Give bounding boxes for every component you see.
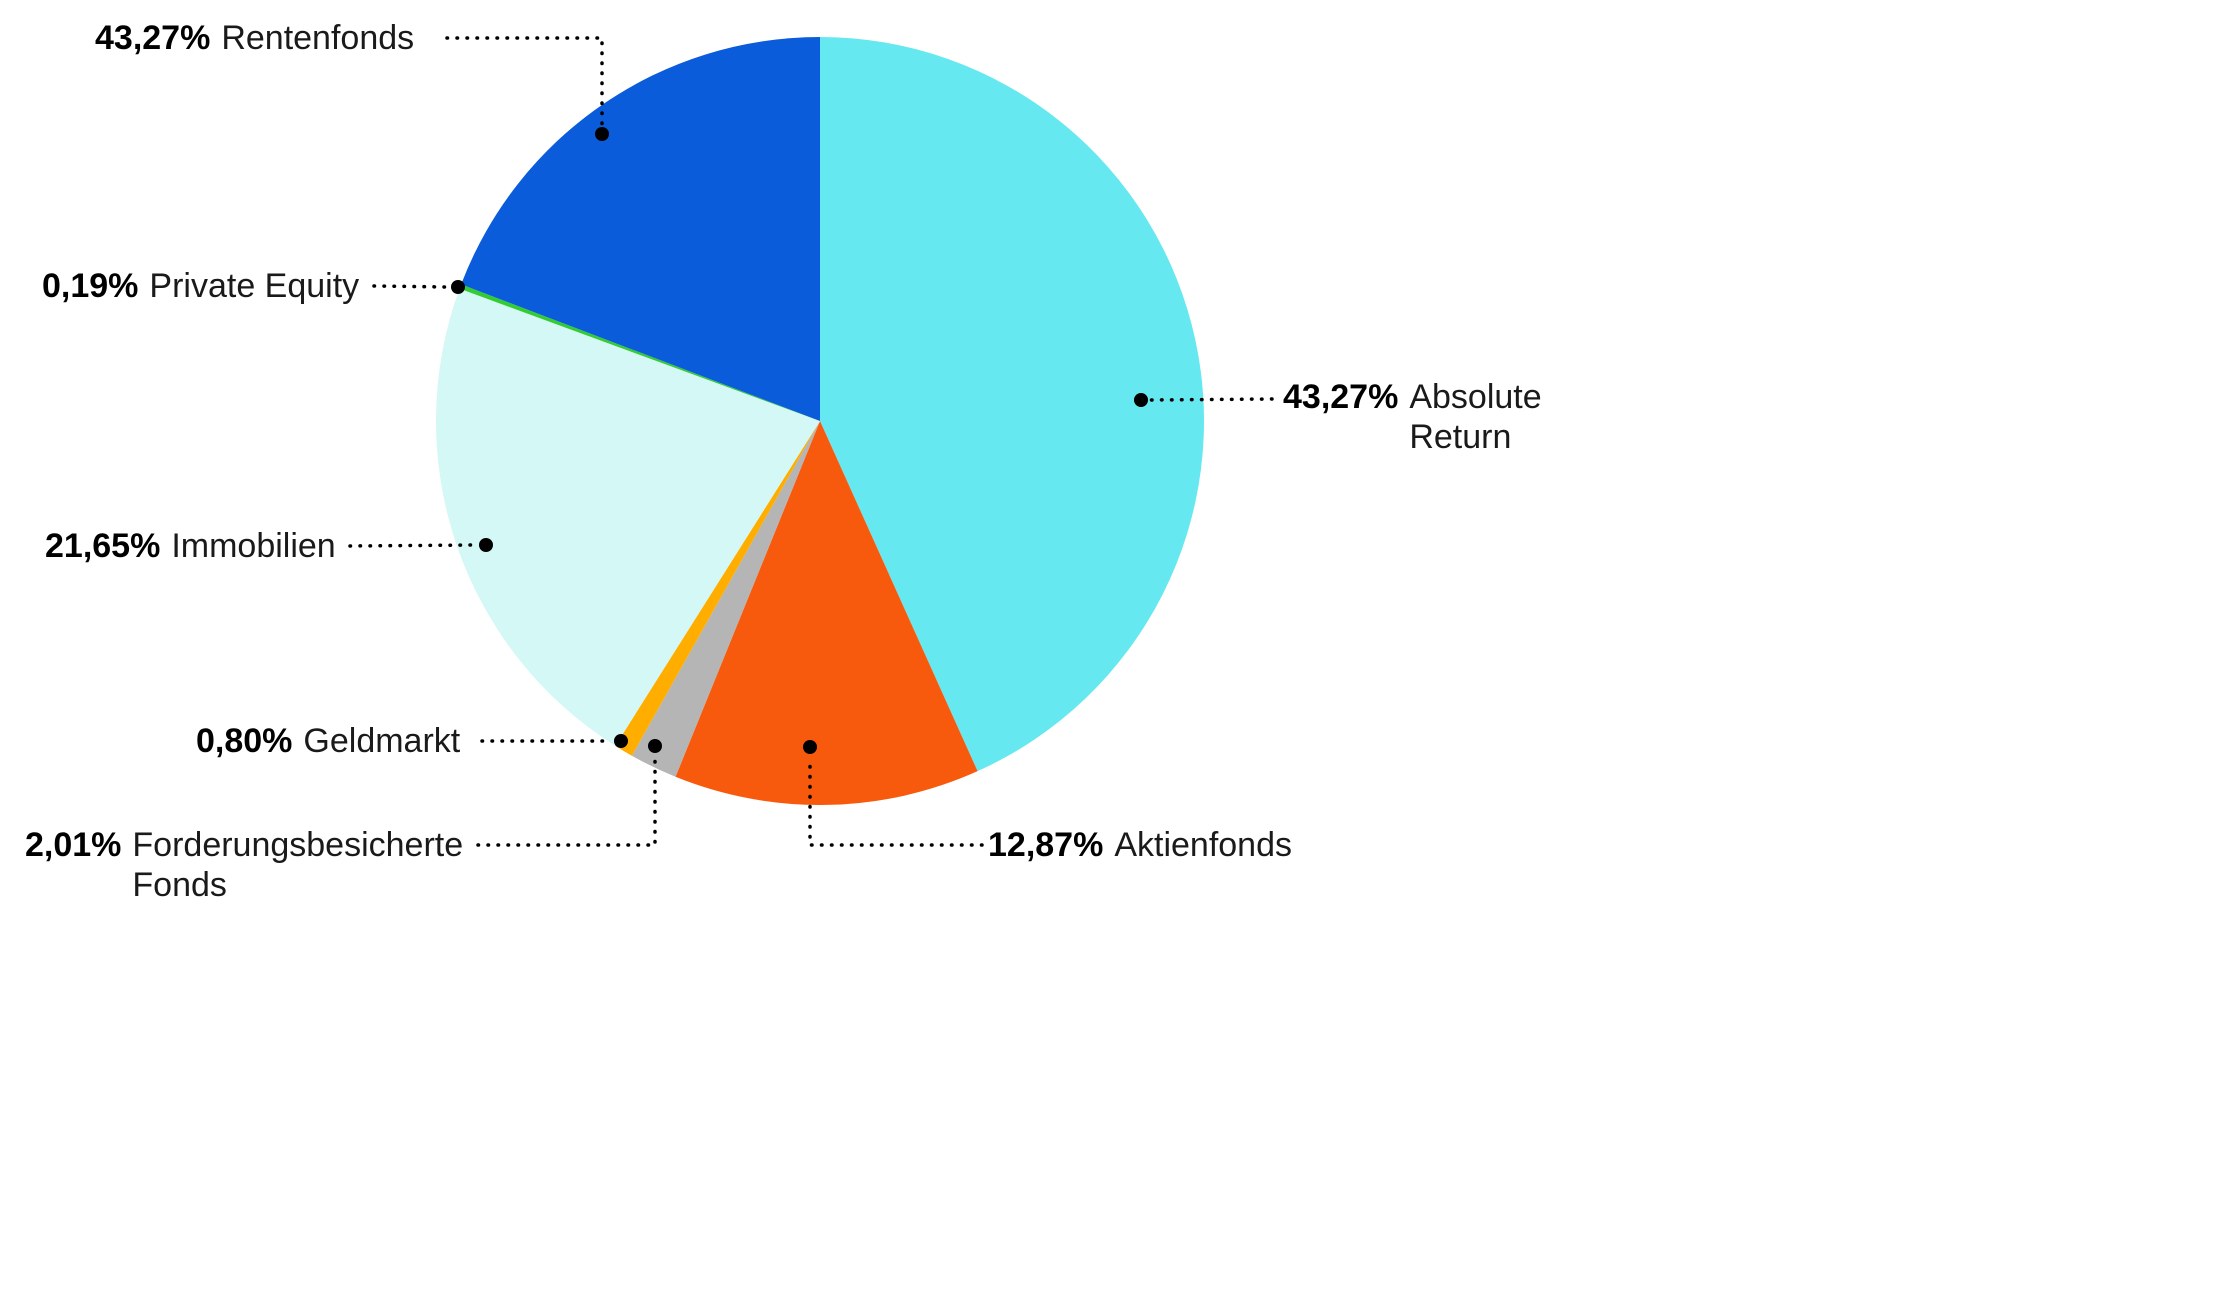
pie-slice-private-equity (459, 284, 820, 421)
label-percent: 21,65% (45, 527, 161, 565)
label-name: Private Equity (149, 267, 360, 305)
pie-slice-rentenfonds (461, 36, 820, 421)
anchor-dot-forderungsbesicherte-fonds (648, 739, 662, 753)
pie-slice-immobilien (436, 288, 820, 746)
leader-line-rentenfonds (445, 36, 604, 127)
label-percent: 43,27% (95, 19, 211, 57)
anchor-dot-geldmarkt (614, 734, 628, 748)
label-private-equity: 0,19% Private Equity (42, 266, 359, 306)
label-percent: 0,19% (42, 267, 139, 305)
label-name: Rentenfonds (221, 19, 415, 57)
label-name: Forderungsbesicherte Fonds (132, 826, 464, 904)
leader-line-immobilien (348, 543, 478, 548)
label-name: Absolute Return (1409, 378, 1542, 456)
anchor-dot-rentenfonds (595, 127, 609, 141)
label-percent: 2,01% (25, 826, 122, 864)
label-aktienfonds: 12,87% Aktienfonds (988, 825, 1292, 865)
label-percent: 12,87% (988, 826, 1104, 864)
label-immobilien: 21,65% Immobilien (45, 526, 336, 566)
label-name: Geldmarkt (303, 722, 461, 760)
label-name: Immobilien (171, 527, 336, 565)
pie-slice-aktienfonds (675, 421, 978, 806)
pie-slice-forderungsbesicherte-fonds (631, 421, 820, 777)
anchor-dot-aktienfonds (803, 740, 817, 754)
pie-slice-absolute-return (820, 37, 1205, 772)
label-percent: 43,27% (1283, 378, 1399, 416)
leader-line-private-equity (372, 284, 450, 289)
anchor-dot-private-equity (451, 280, 465, 294)
leader-line-absolute-return (1148, 397, 1274, 402)
leader-line-aktienfonds (808, 755, 984, 847)
label-rentenfonds: 43,27% Rentenfonds (95, 18, 414, 58)
label-name: Aktienfonds (1114, 826, 1292, 864)
label-geldmarkt: 0,80% Geldmarkt (196, 721, 460, 761)
leader-line-forderungsbesicherte-fonds (476, 755, 657, 847)
label-percent: 0,80% (196, 722, 293, 760)
label-forderungsbesicherte-fonds: 2,01% Forderungsbesicherte Fonds (25, 825, 492, 905)
anchor-dot-absolute-return (1134, 393, 1148, 407)
label-absolute-return: 43,27% Absolute Return (1283, 377, 1579, 457)
anchor-dot-immobilien (479, 538, 493, 552)
pie-slice-geldmarkt (615, 421, 820, 756)
